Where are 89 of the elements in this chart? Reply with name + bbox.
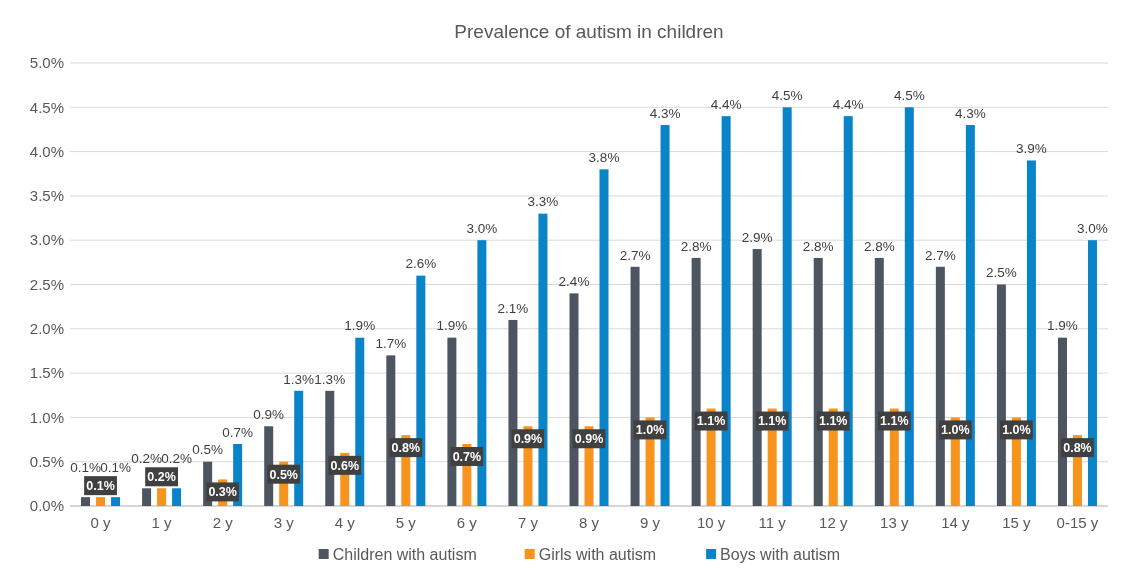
y-tick-label: 0.0% (29, 497, 64, 515)
data-label: 0.1% (100, 459, 131, 475)
data-label: 0.8% (391, 440, 421, 455)
bar (157, 488, 167, 506)
data-label: 2.7% (924, 247, 956, 263)
bar (96, 497, 106, 506)
x-tick-label: 4 y (334, 514, 356, 531)
x-tick-label: 14 y (941, 514, 971, 531)
y-tick-label: 0.5% (29, 452, 64, 470)
x-tick-label: 10 y (696, 514, 726, 531)
data-label: 2.9% (741, 229, 773, 245)
data-label: 1.9% (436, 318, 468, 334)
data-label: 1.7% (375, 336, 407, 352)
data-label: 1.1% (880, 414, 909, 429)
bar (172, 488, 182, 506)
data-label: 0.9% (253, 406, 285, 422)
bar (81, 497, 91, 506)
data-label: 4.3% (649, 105, 681, 121)
data-label: 2.8% (802, 238, 834, 254)
x-tick-label: 1 y (151, 514, 173, 531)
y-tick-label: 5.0% (29, 54, 64, 72)
data-label: 0.6% (330, 458, 360, 473)
data-label: 0.5% (269, 467, 298, 482)
x-tick-label: 11 y (758, 514, 787, 531)
bar (142, 488, 152, 506)
y-tick-label: 1.5% (29, 364, 64, 382)
data-label: 1.3% (283, 371, 315, 387)
data-label: 2.1% (497, 300, 529, 316)
data-label: 4.3% (954, 105, 986, 121)
data-label: 3.0% (1077, 220, 1108, 236)
data-label: 4.4% (832, 96, 864, 112)
data-label: 0.2% (147, 470, 176, 485)
x-tick-label: 9 y (640, 514, 661, 531)
legend-label: Children with autism (332, 546, 477, 563)
data-label: 2.8% (863, 238, 895, 254)
y-tick-label: 4.0% (29, 142, 64, 160)
data-label: 2.5% (986, 265, 1017, 281)
data-label: 1.1% (757, 414, 787, 429)
data-label: 0.7% (222, 424, 254, 440)
y-tick-label: 3.0% (29, 231, 64, 249)
x-tick-label: 6 y (456, 514, 478, 531)
data-label: 1.1% (696, 414, 726, 429)
data-label: 3.0% (466, 220, 498, 236)
x-tick-label: 3 y (273, 514, 295, 531)
y-tick-label: 4.5% (29, 98, 64, 116)
data-label: 0.3% (208, 485, 237, 500)
data-label: 0.8% (1063, 440, 1092, 455)
data-label: 3.3% (527, 194, 559, 210)
x-tick-label: 15 y (1002, 514, 1032, 531)
y-tick-label: 2.5% (29, 275, 64, 293)
data-label: 0.7% (452, 449, 482, 464)
data-label: 1.1% (818, 414, 848, 429)
x-tick-label: 5 y (395, 514, 417, 531)
data-label: 2.7% (619, 247, 651, 263)
data-label: 0.9% (513, 432, 543, 447)
data-label: 4.5% (771, 88, 803, 104)
chart-title: Prevalence of autism in children (454, 21, 724, 42)
y-tick-label: 1.0% (29, 408, 64, 426)
x-tick-label: 0 y (90, 514, 112, 531)
data-label: 1.9% (344, 318, 376, 334)
data-label: 2.4% (558, 274, 590, 290)
x-tick-label: 2 y (212, 514, 234, 531)
data-label: 0.2% (131, 451, 162, 467)
data-label: 1.0% (941, 423, 970, 438)
y-tick-label: 3.5% (29, 187, 64, 205)
legend-label: Boys with autism (720, 546, 841, 563)
data-label: 0.5% (192, 442, 224, 458)
data-label: 1.0% (635, 423, 665, 438)
data-label: 0.9% (574, 432, 604, 447)
x-tick-label: 0-15 y (1056, 514, 1099, 531)
data-label: 4.5% (893, 88, 925, 104)
data-label: 0.2% (161, 451, 192, 467)
data-label: 2.8% (680, 238, 712, 254)
x-tick-label: 12 y (819, 514, 848, 531)
y-tick-label: 2.0% (29, 320, 64, 338)
data-label: 3.9% (1016, 141, 1047, 157)
x-tick-label: 7 y (517, 514, 539, 531)
data-label: 0.1% (86, 479, 115, 494)
x-tick-label: 13 y (880, 514, 909, 531)
data-label: 1.0% (1002, 423, 1031, 438)
legend-label: Girls with autism (538, 546, 657, 563)
x-tick-label: 8 y (578, 514, 600, 531)
data-label: 3.8% (588, 150, 620, 166)
data-label: 2.6% (405, 256, 437, 272)
data-label: 0.1% (70, 459, 101, 475)
data-label: 1.3% (314, 371, 346, 387)
data-label: 1.9% (1047, 318, 1078, 334)
bar (111, 497, 121, 506)
data-label: 4.4% (710, 96, 742, 112)
